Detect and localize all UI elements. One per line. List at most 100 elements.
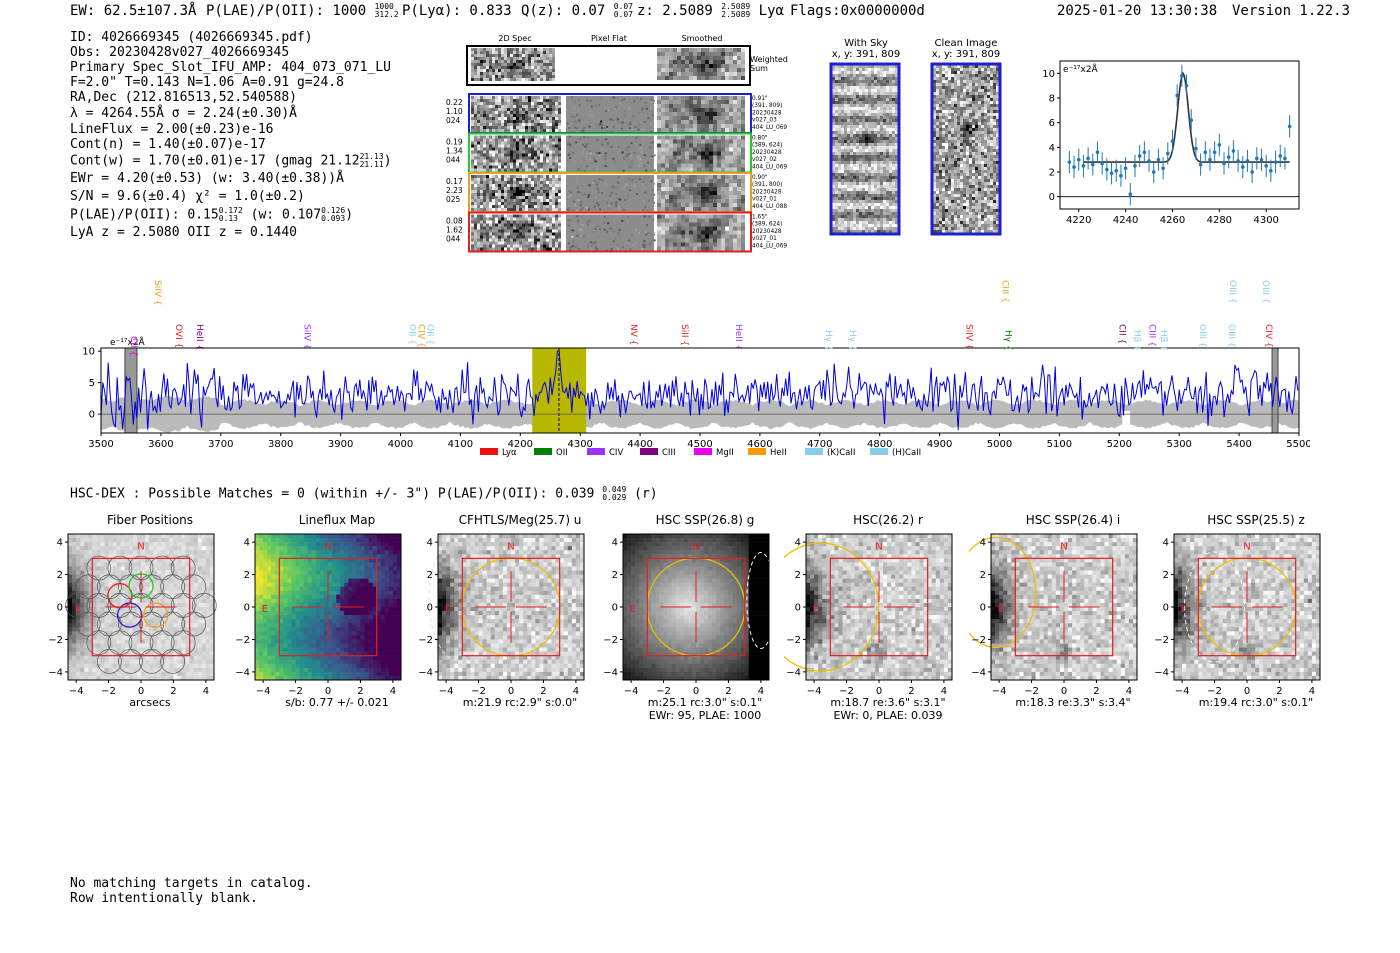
spectrum-xtick-label: 3600 <box>148 439 173 450</box>
cutout-row-meta: 20230428 <box>752 110 782 116</box>
cutout-row-stat: 0.22 <box>446 98 463 107</box>
with-sky-image <box>832 65 898 233</box>
fiber-circle <box>75 574 101 600</box>
panel-ytick-label: 0 <box>795 603 801 614</box>
spectrum-xtick-label: 4900 <box>927 439 952 450</box>
spectrum-xtick-label: 4500 <box>687 439 712 450</box>
spectral-line-label: Hγ { <box>823 330 833 351</box>
header-qz-err: 0.07 0.07 <box>613 2 633 19</box>
panel-xtick-label: −2 <box>101 686 116 697</box>
panel-ytick-label: 2 <box>244 570 250 581</box>
fiber-circle <box>149 555 175 581</box>
spectral-line-label: OIII { <box>1197 324 1207 348</box>
fiber-circle <box>118 574 143 600</box>
fit-data-point <box>1147 149 1151 172</box>
cutout-row-meta: 404_LU_088 <box>752 204 787 210</box>
fit-ytick-label: 2 <box>1049 168 1055 179</box>
fit-ytick-label: 8 <box>1049 94 1055 105</box>
fit-data-point <box>1156 148 1161 171</box>
fit-data-point <box>1128 183 1133 206</box>
footer-line2: Row intentionally blank. <box>70 891 258 906</box>
clean-image-frame <box>930 62 1002 236</box>
panel-xtick-label: 2 <box>1093 686 1099 697</box>
cutout-row-stat: 1.34 <box>446 147 463 156</box>
legend-entry: CIV <box>587 448 623 458</box>
panel-pixels <box>255 534 402 681</box>
panel-ytick-label: −2 <box>1154 635 1169 646</box>
spectrum-xtick-label: 4600 <box>747 439 772 450</box>
cutout-row-meta: 404_LU_069 <box>752 164 787 170</box>
fit-ytick-label: 10 <box>1042 69 1055 80</box>
fit-data-point <box>1133 154 1137 177</box>
cutout-row-meta: 0.80" <box>752 136 768 142</box>
info-z: LyA z = 2.5080 OII z = 0.1440 <box>70 225 297 240</box>
hsc-dex-err: 0.049 0.029 <box>602 485 627 502</box>
east-label: E <box>813 604 819 615</box>
spectrum-xtick-label: 4000 <box>388 439 413 450</box>
panel-pixels <box>991 534 1138 681</box>
spectral-line-label: SiII { <box>679 324 689 346</box>
fit-data-point <box>1151 160 1156 184</box>
line-fit-chart: 4220 4240 4260 4280 4300 0 2 4 6 8 10 e⁻¹⁷x2Å <box>1042 60 1300 226</box>
spectral-line-label: OIII { <box>1227 280 1237 304</box>
panel-xtick-label: −2 <box>1024 686 1039 697</box>
footer-line1: No matching targets in catalog. <box>70 876 313 891</box>
fit-data-point <box>1198 153 1203 176</box>
spectral-line-label: Hγ { <box>847 330 857 351</box>
panel-xtick-label: −2 <box>1207 686 1222 697</box>
panel-caption-line1: m:21.9 rc:2.9" s:0.0" <box>462 696 578 709</box>
panel-ytick-label: −4 <box>786 667 801 678</box>
spectral-line-label: Hβ { <box>1158 330 1168 351</box>
spectrum-flux-line <box>100 350 1299 430</box>
panel-image-chart: N E −4 −4 −2 −2 0 0 2 2 4 4 <box>1154 533 1321 697</box>
panel-xtick-label: 4 <box>1309 686 1315 697</box>
panel-xtick-label: −2 <box>656 686 671 697</box>
spectral-line-label: CIII { <box>1000 280 1010 303</box>
fit-data-point <box>1283 147 1287 170</box>
spectral-line-label: OIII { <box>1260 280 1270 304</box>
fit-data-point <box>1240 155 1245 179</box>
cutout-row-meta: 20230428 <box>752 189 782 195</box>
cutout-row-meta: (389, 624) <box>752 222 782 228</box>
north-label: N <box>1060 541 1067 552</box>
fit-data-point <box>1189 109 1194 132</box>
noise-image <box>471 214 561 251</box>
cutout-row-meta: (391, 800) <box>752 182 782 188</box>
fit-data-point <box>1081 154 1086 177</box>
spectral-line-label: CIV { <box>1263 324 1273 348</box>
cutout-row-stat: 024 <box>446 116 461 125</box>
fiber-circle <box>86 593 112 618</box>
fit-data-point <box>1194 137 1198 160</box>
panel-xtick-label: 2 <box>1276 686 1282 697</box>
spectrum-xtick-label: 5300 <box>1166 439 1191 450</box>
panel-image-chart: N E −4 −4 −2 −2 0 0 2 2 4 4 <box>784 533 953 697</box>
header-plae-label: P(LAE)/P(OII): 1000 <box>206 3 367 19</box>
panel-caption-line1: s/b: 0.77 +/- 0.021 <box>285 696 389 709</box>
fiber-circle <box>191 593 217 618</box>
spectrum-unit-label: e⁻¹⁷x2Å <box>110 336 146 348</box>
hsc-dex-suffix: (r) <box>634 486 658 502</box>
pixel-flat-image <box>566 214 656 253</box>
panel-caption-line1: m:18.3 re:3.3" s:3.4" <box>1015 696 1131 709</box>
panel-pixels <box>623 534 770 681</box>
fiber-highlight-circle <box>107 582 133 609</box>
header-z-label: z: 2.5089 <box>637 3 713 19</box>
fiber-highlight-circle <box>142 602 169 628</box>
fit-data-point <box>1226 146 1231 169</box>
panel-ytick-label: 0 <box>612 603 618 614</box>
info-ewr: EWr = 4.20(±0.53) (w: 3.40(±0.38))Å <box>70 171 344 186</box>
clean-image-header: Clean Image x, y: 391, 809 <box>928 38 1004 60</box>
panel-ytick-label: 0 <box>1163 603 1169 614</box>
panel-xtick-label: 2 <box>357 686 363 697</box>
fit-data-point <box>1095 141 1100 164</box>
panel-xtick-label: 0 <box>1244 686 1250 697</box>
spectral-line-label: NV { <box>628 324 638 345</box>
fiber-circle <box>170 555 196 581</box>
fiber-circle <box>149 593 175 618</box>
cutout-col-title: Smoothed <box>682 34 723 43</box>
panel-caption-line1: m:18.7 re:3.6" s:3.1" <box>830 696 946 709</box>
spectrum-xtick-label: 5000 <box>987 439 1012 450</box>
fiber-circle <box>181 611 207 637</box>
header-plya: P(Lyα): 0.833 <box>402 3 512 19</box>
panel-ytick-label: 4 <box>57 538 63 549</box>
